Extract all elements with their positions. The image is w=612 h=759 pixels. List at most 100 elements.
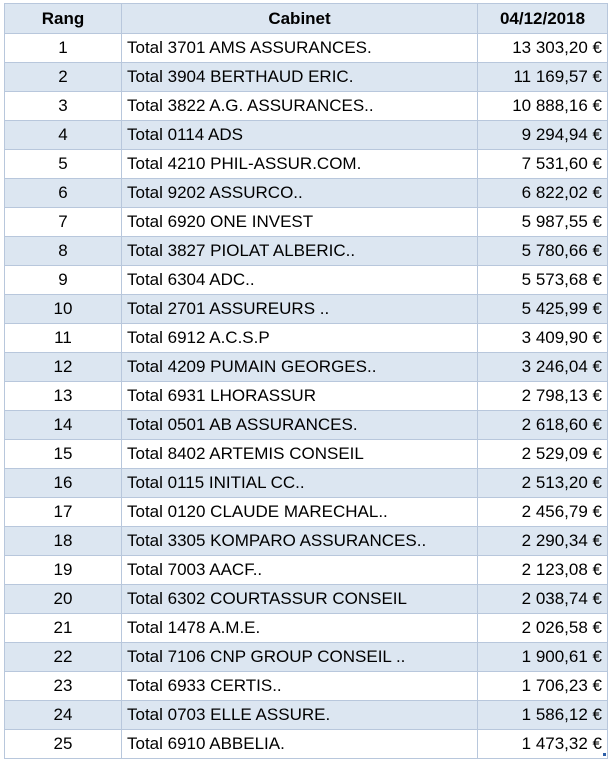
header-cabinet[interactable]: Cabinet: [121, 3, 478, 34]
value-cell[interactable]: 3 246,04 €: [477, 352, 608, 382]
table-row: 1 Total 3701 AMS ASSURANCES. 13 303,20 €: [4, 33, 608, 63]
rang-cell[interactable]: 14: [4, 410, 122, 440]
rang-cell[interactable]: 7: [4, 207, 122, 237]
table-row: 11 Total 6912 A.C.S.P 3 409,90 €: [4, 323, 608, 353]
rang-cell[interactable]: 21: [4, 613, 122, 643]
fill-handle[interactable]: [603, 753, 606, 756]
value-cell[interactable]: 6 822,02 €: [477, 178, 608, 208]
cabinet-cell[interactable]: Total 6912 A.C.S.P: [121, 323, 478, 353]
cabinet-cell[interactable]: Total 9202 ASSURCO..: [121, 178, 478, 208]
value-cell[interactable]: 5 780,66 €: [477, 236, 608, 266]
cabinet-cell[interactable]: Total 6931 LHORASSUR: [121, 381, 478, 411]
table-row: 25 Total 6910 ABBELIA. 1 473,32 €: [4, 729, 608, 759]
rang-cell[interactable]: 8: [4, 236, 122, 266]
table-row: 4 Total 0114 ADS 9 294,94 €: [4, 120, 608, 150]
cabinet-cell[interactable]: Total 3822 A.G. ASSURANCES..: [121, 91, 478, 121]
table-row: 7 Total 6920 ONE INVEST 5 987,55 €: [4, 207, 608, 237]
cabinet-cell[interactable]: Total 3701 AMS ASSURANCES.: [121, 33, 478, 63]
value-cell[interactable]: 5 987,55 €: [477, 207, 608, 237]
value-cell[interactable]: 2 456,79 €: [477, 497, 608, 527]
table-row: 17 Total 0120 CLAUDE MARECHAL.. 2 456,79 €: [4, 497, 608, 527]
cabinet-cell[interactable]: Total 4210 PHIL-ASSUR.COM.: [121, 149, 478, 179]
rang-cell[interactable]: 16: [4, 468, 122, 498]
table-row: 24 Total 0703 ELLE ASSURE. 1 586,12 €: [4, 700, 608, 730]
rang-cell[interactable]: 25: [4, 729, 122, 759]
rang-cell[interactable]: 17: [4, 497, 122, 527]
cabinet-cell[interactable]: Total 7003 AACF..: [121, 555, 478, 585]
cabinet-cell[interactable]: Total 6302 COURTASSUR CONSEIL: [121, 584, 478, 614]
table-row: 12 Total 4209 PUMAIN GEORGES.. 3 246,04 €: [4, 352, 608, 382]
table-row: 3 Total 3822 A.G. ASSURANCES.. 10 888,16 €: [4, 91, 608, 121]
cabinet-cell[interactable]: Total 2701 ASSUREURS ..: [121, 294, 478, 324]
table-row: 2 Total 3904 BERTHAUD ERIC. 11 169,57 €: [4, 62, 608, 92]
table-row: 22 Total 7106 CNP GROUP CONSEIL .. 1 900,6…: [4, 642, 608, 672]
rang-cell[interactable]: 2: [4, 62, 122, 92]
cabinet-cell[interactable]: Total 1478 A.M.E.: [121, 613, 478, 643]
value-cell[interactable]: 2 529,09 €: [477, 439, 608, 469]
value-cell[interactable]: 1 900,61 €: [477, 642, 608, 672]
cabinet-cell[interactable]: Total 3827 PIOLAT ALBERIC..: [121, 236, 478, 266]
cabinet-cell[interactable]: Total 0114 ADS: [121, 120, 478, 150]
rang-cell[interactable]: 20: [4, 584, 122, 614]
rang-cell[interactable]: 22: [4, 642, 122, 672]
value-cell[interactable]: 5 573,68 €: [477, 265, 608, 295]
rang-cell[interactable]: 23: [4, 671, 122, 701]
value-cell[interactable]: 1 473,32 €: [477, 729, 608, 759]
value-cell[interactable]: 9 294,94 €: [477, 120, 608, 150]
rang-cell[interactable]: 9: [4, 265, 122, 295]
rang-cell[interactable]: 13: [4, 381, 122, 411]
rang-cell[interactable]: 6: [4, 178, 122, 208]
value-cell[interactable]: 2 026,58 €: [477, 613, 608, 643]
rang-cell[interactable]: 12: [4, 352, 122, 382]
table-row: 13 Total 6931 LHORASSUR 2 798,13 €: [4, 381, 608, 411]
cabinet-cell[interactable]: Total 8402 ARTEMIS CONSEIL: [121, 439, 478, 469]
value-cell[interactable]: 2 618,60 €: [477, 410, 608, 440]
rang-cell[interactable]: 5: [4, 149, 122, 179]
rang-cell[interactable]: 24: [4, 700, 122, 730]
cabinet-cell[interactable]: Total 0120 CLAUDE MARECHAL..: [121, 497, 478, 527]
cabinet-cell[interactable]: Total 0115 INITIAL CC..: [121, 468, 478, 498]
header-date[interactable]: 04/12/2018: [477, 3, 608, 34]
cabinet-cell[interactable]: Total 3305 KOMPARO ASSURANCES..: [121, 526, 478, 556]
cabinet-cell[interactable]: Total 0703 ELLE ASSURE.: [121, 700, 478, 730]
value-cell[interactable]: 3 409,90 €: [477, 323, 608, 353]
value-cell[interactable]: 2 123,08 €: [477, 555, 608, 585]
value-cell[interactable]: 1 586,12 €: [477, 700, 608, 730]
value-cell[interactable]: 7 531,60 €: [477, 149, 608, 179]
rang-cell[interactable]: 15: [4, 439, 122, 469]
header-rang[interactable]: Rang: [4, 3, 122, 34]
cabinet-cell[interactable]: Total 3904 BERTHAUD ERIC.: [121, 62, 478, 92]
table-row: 8 Total 3827 PIOLAT ALBERIC.. 5 780,66 €: [4, 236, 608, 266]
table-row: 23 Total 6933 CERTIS.. 1 706,23 €: [4, 671, 608, 701]
cabinet-cell[interactable]: Total 6304 ADC..: [121, 265, 478, 295]
value-cell[interactable]: 2 038,74 €: [477, 584, 608, 614]
cabinet-cell[interactable]: Total 7106 CNP GROUP CONSEIL ..: [121, 642, 478, 672]
table-row: 20 Total 6302 COURTASSUR CONSEIL 2 038,74 …: [4, 584, 608, 614]
value-cell[interactable]: 2 290,34 €: [477, 526, 608, 556]
rang-cell[interactable]: 1: [4, 33, 122, 63]
table-row: 15 Total 8402 ARTEMIS CONSEIL 2 529,09 €: [4, 439, 608, 469]
cabinet-cell[interactable]: Total 0501 AB ASSURANCES.: [121, 410, 478, 440]
cabinet-cell[interactable]: Total 6920 ONE INVEST: [121, 207, 478, 237]
value-cell[interactable]: 10 888,16 €: [477, 91, 608, 121]
value-cell[interactable]: 2 513,20 €: [477, 468, 608, 498]
rang-cell[interactable]: 19: [4, 555, 122, 585]
value-cell[interactable]: 11 169,57 €: [477, 62, 608, 92]
rang-cell[interactable]: 18: [4, 526, 122, 556]
rang-cell[interactable]: 11: [4, 323, 122, 353]
value-cell[interactable]: 2 798,13 €: [477, 381, 608, 411]
cabinet-cell[interactable]: Total 6933 CERTIS..: [121, 671, 478, 701]
rang-cell[interactable]: 4: [4, 120, 122, 150]
cabinet-cell[interactable]: Total 4209 PUMAIN GEORGES..: [121, 352, 478, 382]
table-header: Rang Cabinet 04/12/2018: [4, 3, 608, 34]
value-cell[interactable]: 1 706,23 €: [477, 671, 608, 701]
table-row: 10 Total 2701 ASSUREURS .. 5 425,99 €: [4, 294, 608, 324]
table-row: 14 Total 0501 AB ASSURANCES. 2 618,60 €: [4, 410, 608, 440]
table-row: 5 Total 4210 PHIL-ASSUR.COM. 7 531,60 €: [4, 149, 608, 179]
table-body: 1 Total 3701 AMS ASSURANCES. 13 303,20 €2 T…: [4, 33, 608, 759]
value-cell[interactable]: 5 425,99 €: [477, 294, 608, 324]
cabinet-cell[interactable]: Total 6910 ABBELIA.: [121, 729, 478, 759]
value-cell[interactable]: 13 303,20 €: [477, 33, 608, 63]
rang-cell[interactable]: 3: [4, 91, 122, 121]
rang-cell[interactable]: 10: [4, 294, 122, 324]
